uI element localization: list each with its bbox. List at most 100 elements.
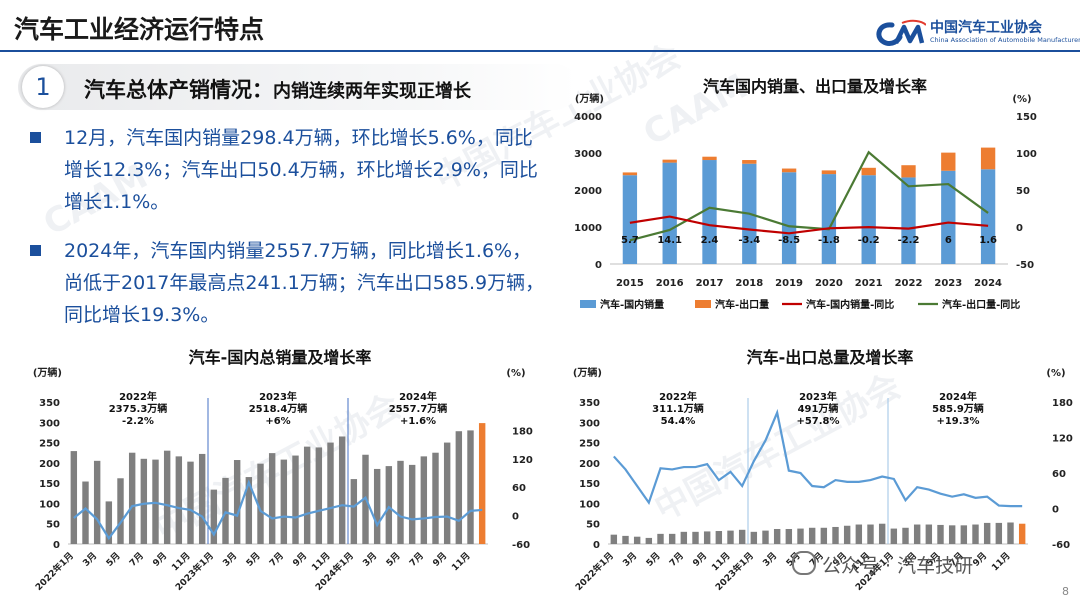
y-tick-label-right: 0 <box>1016 223 1023 234</box>
x-tick-label: 2017 <box>696 278 724 289</box>
y-tick-label-left: 50 <box>586 520 600 531</box>
x-tick-label: 3月 <box>81 550 100 569</box>
annotation-year: 2023年 <box>799 390 837 403</box>
bar-monthly-volume <box>280 459 288 544</box>
bar-monthly-volume <box>843 525 851 544</box>
x-tick-label: 2018 <box>735 278 763 289</box>
x-tick-label: 7月 <box>127 550 146 569</box>
annotation-year: 2024年 <box>399 390 437 403</box>
bar-monthly-volume <box>373 468 381 544</box>
legend-label: 汽车-国内销量-同比 <box>806 298 894 311</box>
bar-monthly-volume <box>478 423 486 544</box>
series-line-growth-rate <box>73 479 483 541</box>
y-tick-label-right: 60 <box>1052 469 1066 480</box>
annotation-total: 2518.4万辆 <box>249 402 308 415</box>
bar-monthly-volume <box>93 460 101 544</box>
bar-monthly-volume <box>443 442 451 544</box>
bar-monthly-volume <box>420 456 428 544</box>
data-label: 2.4 <box>701 235 719 246</box>
x-tick-label: 11月 <box>990 550 1013 573</box>
data-label: -0.2 <box>858 235 880 246</box>
bar-monthly-volume <box>187 461 194 544</box>
y-tick-label-left: 250 <box>39 439 60 450</box>
x-tick-label: 3月 <box>621 550 640 569</box>
legend-label: 汽车-国内销量 <box>600 298 664 311</box>
bar-monthly-volume <box>995 522 1003 544</box>
bar-monthly-volume <box>268 453 276 544</box>
chart-title: 汽车-出口总量及增长率 <box>746 348 914 367</box>
chart-title: 汽车国内销量、出口量及增长率 <box>702 77 927 96</box>
x-tick-label: 9月 <box>971 550 990 569</box>
logo-name-cn: 中国汽车工业协会 <box>930 20 1042 36</box>
bar-domestic-sales <box>821 174 837 264</box>
bar-monthly-volume <box>808 527 816 544</box>
y-tick-label-left: 100 <box>39 499 60 510</box>
bar-monthly-volume <box>140 458 148 544</box>
y-tick-label-left: 1000 <box>574 223 602 234</box>
data-label: 14.1 <box>657 235 682 246</box>
bar-monthly-volume <box>1007 522 1014 544</box>
bar-monthly-volume <box>292 455 299 544</box>
y-tick-label-left: 100 <box>579 499 600 510</box>
bar-monthly-volume <box>222 477 229 544</box>
bar-monthly-volume <box>257 463 264 544</box>
x-tick-label: 5月 <box>104 550 123 569</box>
y-tick-label-left: 200 <box>39 459 60 470</box>
bar-export-volume <box>781 168 797 173</box>
bar-monthly-volume <box>408 464 416 544</box>
bar-monthly-volume <box>245 477 253 544</box>
bar-monthly-volume <box>762 530 769 544</box>
chart-title: 汽车-国内总销量及增长率 <box>188 348 372 367</box>
x-tick-label: 2023 <box>934 278 962 289</box>
bar-export-volume <box>901 165 916 178</box>
data-label: -2.2 <box>898 235 920 246</box>
bar-monthly-volume <box>210 489 218 544</box>
bar-monthly-volume <box>902 527 909 544</box>
bullet-text: 2024年，汽车国内销量2557.7万辆，同比增长1.6%，尚低于2017年最高… <box>64 240 545 326</box>
bar-monthly-volume <box>315 447 323 544</box>
caam-logo: 中国汽车工业协会 China Association of Automobile… <box>872 17 1080 51</box>
x-tick-label: 2016 <box>656 278 684 289</box>
logo-name-en: China Association of Automobile Manufact… <box>930 36 1080 44</box>
bar-monthly-volume <box>820 527 828 544</box>
y-tick-label-right: 150 <box>1016 112 1037 123</box>
x-tick-label: 7月 <box>267 550 286 569</box>
bar-monthly-volume <box>432 452 439 544</box>
annotation-year: 2022年 <box>659 390 697 403</box>
bar-monthly-volume <box>913 524 921 544</box>
bar-monthly-volume <box>175 456 183 544</box>
y-tick-label-left: 0 <box>593 540 600 551</box>
bar-domestic-sales <box>662 162 677 264</box>
bar-monthly-volume <box>233 460 241 544</box>
bar-export-volume <box>980 147 996 170</box>
x-tick-label: 9月 <box>431 550 450 569</box>
y-tick-label-left: 2000 <box>574 186 602 197</box>
domestic-monthly-sales-chart: (万辆) (%) 0 50 100 150 200 250 300 350 -60 0 60 120 180… <box>33 366 533 593</box>
section-number-badge <box>22 66 64 108</box>
bar-monthly-volume <box>773 528 781 544</box>
bar-monthly-volume <box>797 528 804 544</box>
bar-monthly-volume <box>397 460 404 544</box>
y-tick-label-right: 0 <box>1052 505 1059 516</box>
section-banner <box>18 64 578 110</box>
y-tick-label-right: 180 <box>512 426 533 437</box>
bar-monthly-volume <box>785 528 793 544</box>
bar-monthly-volume <box>983 522 991 544</box>
legend-swatch <box>695 300 711 308</box>
x-tick-label: 5月 <box>644 550 663 569</box>
y-tick-label-left: 0 <box>53 540 60 551</box>
page-number: 8 <box>1062 585 1069 598</box>
bullet-square-icon <box>30 132 41 143</box>
watermark-text: 公众号 · 汽车技研 <box>792 551 973 578</box>
bar-export-volume <box>742 160 757 164</box>
bar-monthly-volume <box>70 451 78 544</box>
annotation-growth: +6% <box>265 416 290 427</box>
y-tick-label-left: 350 <box>579 398 600 409</box>
bar-monthly-volume <box>385 466 393 544</box>
bullet-square-icon <box>30 245 41 256</box>
series-line-export-yoy <box>629 150 989 242</box>
bar-monthly-volume <box>832 526 839 544</box>
series-line-growth-rate <box>613 408 1023 508</box>
x-tick-label: 2015 <box>616 278 644 289</box>
data-label: -8.5 <box>778 235 800 246</box>
